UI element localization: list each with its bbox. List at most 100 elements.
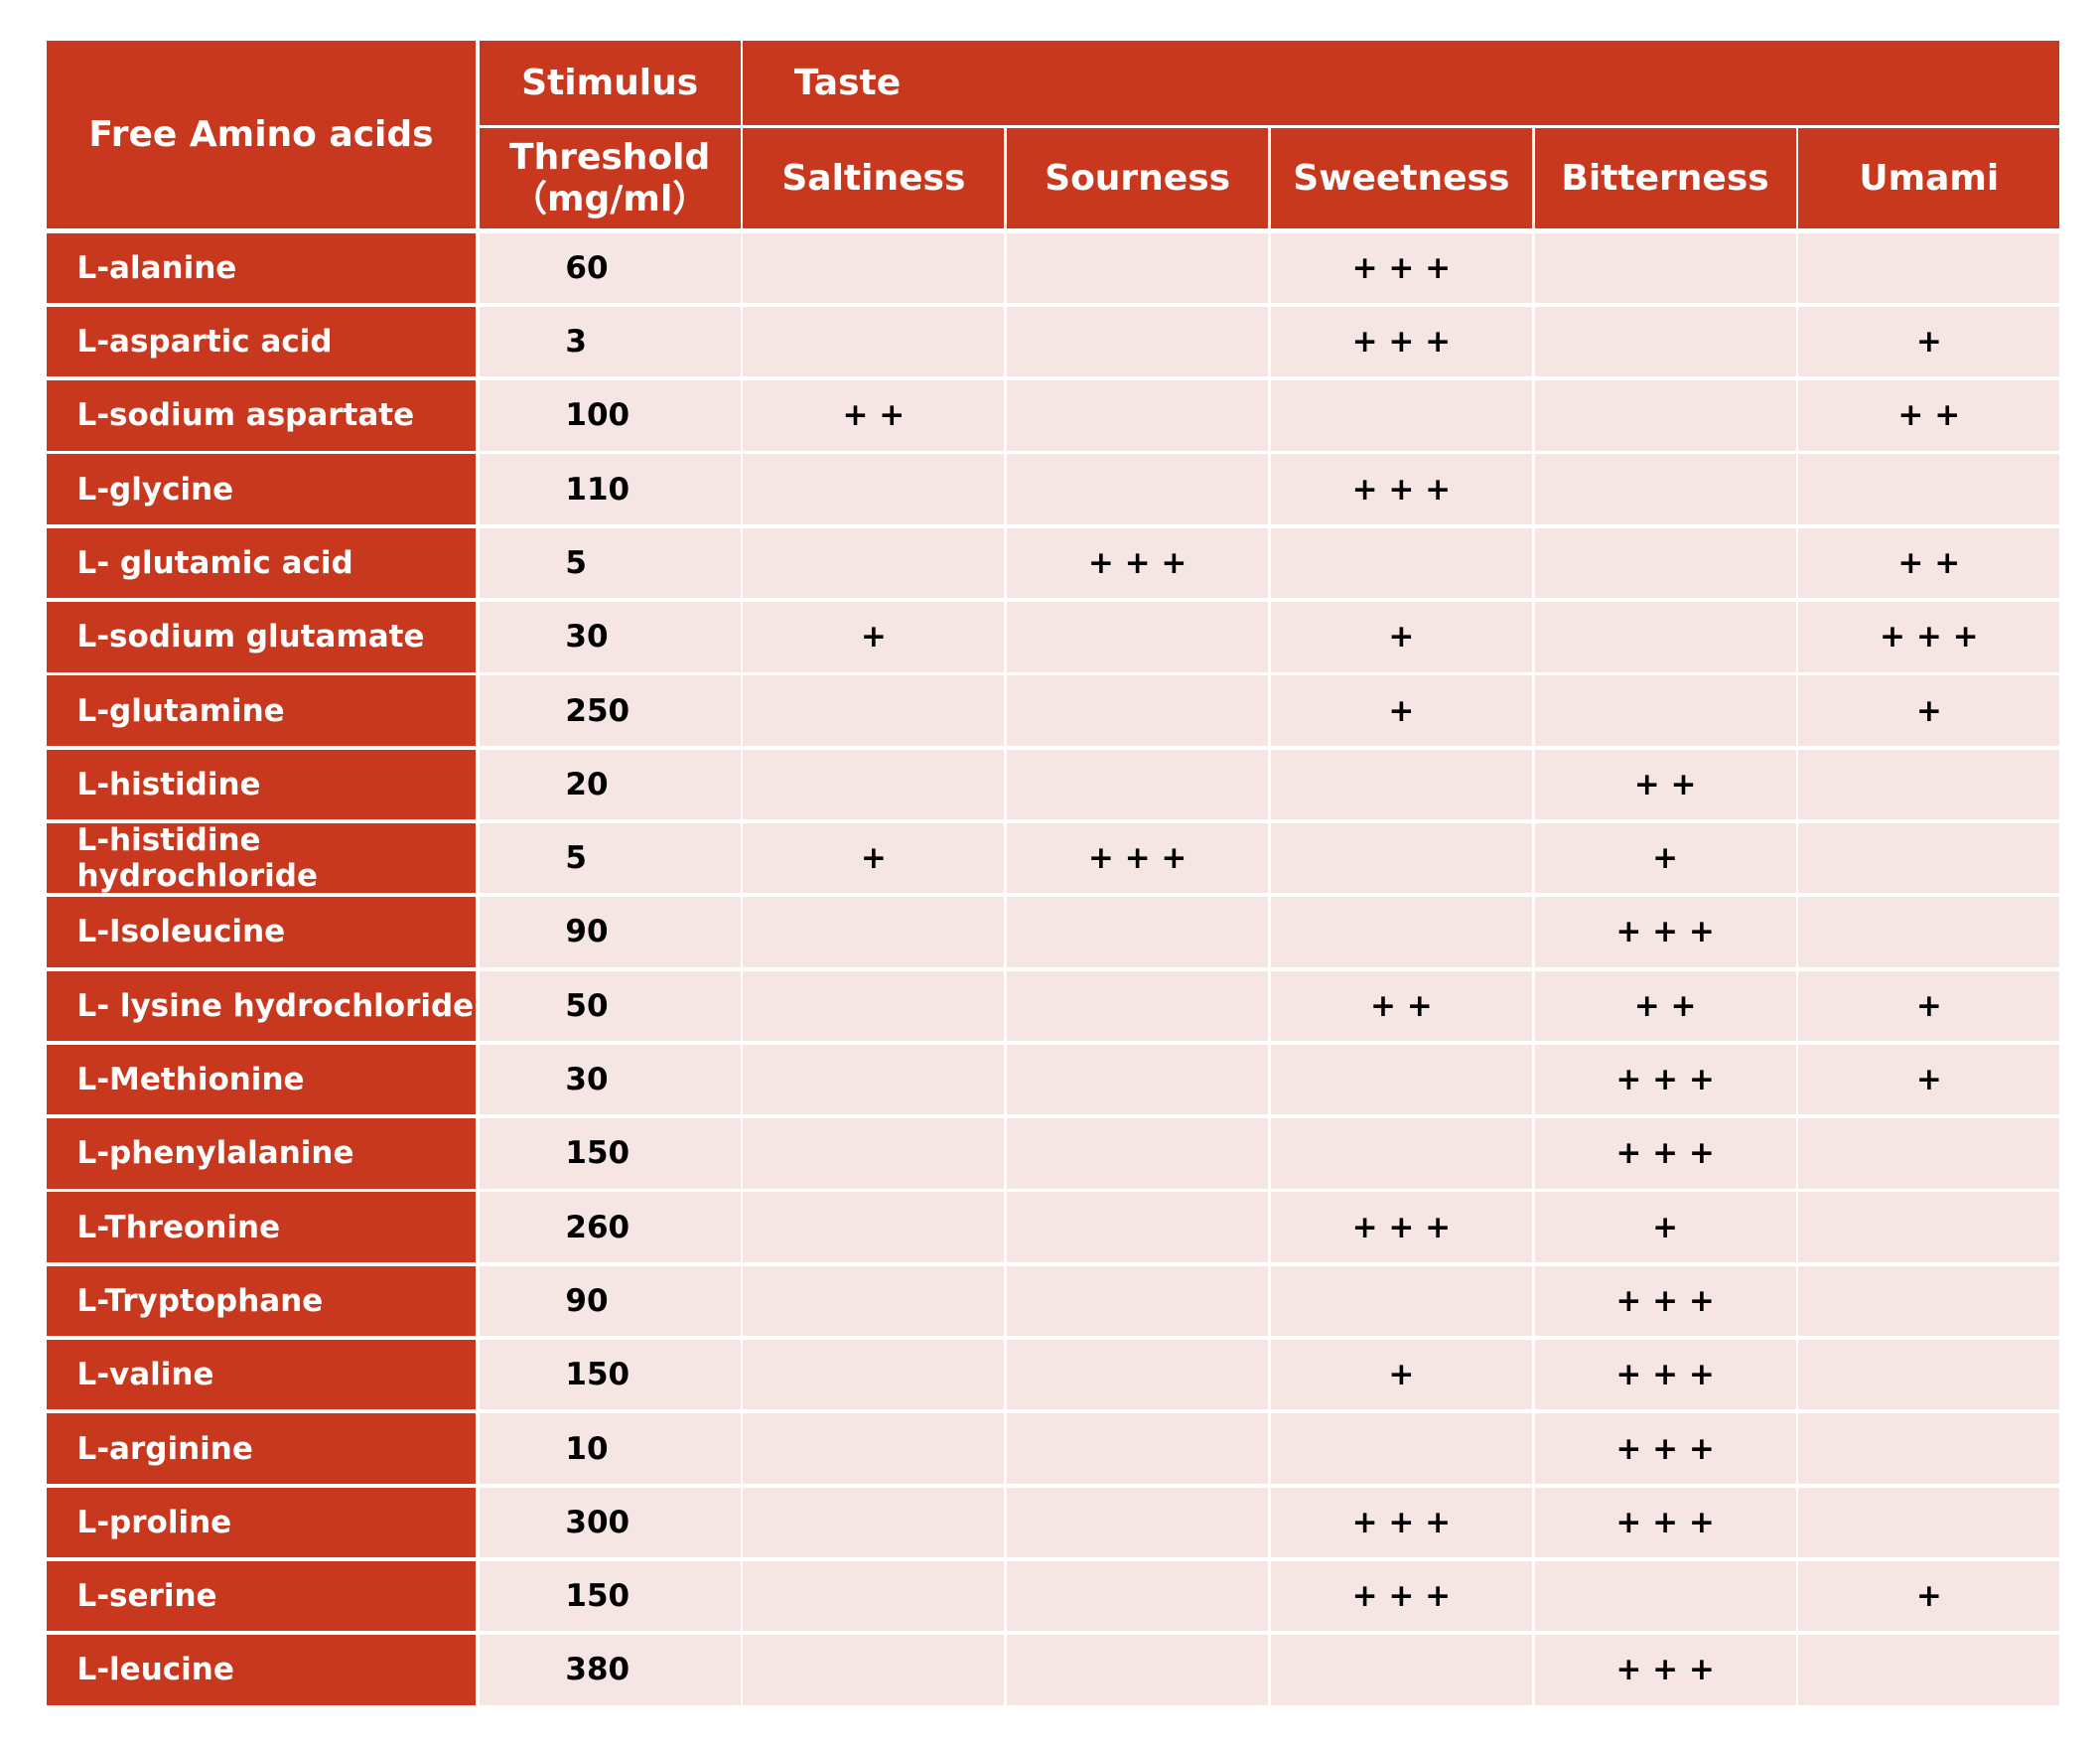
- taste-mark: +: [1915, 1578, 1942, 1615]
- data-cell: +: [1798, 675, 2060, 746]
- data-cell: [743, 1118, 1005, 1189]
- row-label: L-serine: [47, 1560, 476, 1632]
- row-label: L-Isoleucine: [47, 897, 476, 967]
- data-cell: 110: [479, 454, 741, 524]
- threshold-value: 5: [565, 840, 587, 877]
- data-cell: [1534, 602, 1796, 672]
- taste-mark: + +: [1633, 766, 1697, 802]
- data-cell: [1798, 454, 2060, 524]
- data-cell: [743, 454, 1005, 524]
- data-cell: 3: [479, 306, 741, 377]
- header-text: Stimulus: [521, 62, 699, 103]
- row-label: L-leucine: [47, 1635, 476, 1705]
- data-cell: +: [1798, 1044, 2060, 1115]
- data-cell: 10: [479, 1413, 741, 1484]
- threshold-value: 90: [565, 1282, 609, 1319]
- row-label: L-arginine: [47, 1413, 476, 1484]
- data-cell: + +: [743, 380, 1005, 451]
- data-cell: [1270, 527, 1532, 599]
- data-cell: [1798, 1192, 2060, 1262]
- taste-mark: + + +: [1615, 1357, 1715, 1393]
- threshold-value: 250: [565, 692, 630, 729]
- taste-mark: + + +: [1087, 840, 1188, 877]
- data-cell: + + +: [1270, 306, 1532, 377]
- data-cell: + +: [1534, 749, 1796, 820]
- data-cell: +: [1534, 1192, 1796, 1262]
- data-cell: [743, 232, 1005, 304]
- data-cell: [1798, 1635, 2060, 1705]
- header-cell: Stimulus: [479, 40, 741, 126]
- data-cell: [1007, 1487, 1269, 1558]
- data-cell: +: [743, 822, 1005, 894]
- data-cell: [1007, 380, 1269, 451]
- data-cell: [1007, 232, 1269, 304]
- data-cell: [1007, 897, 1269, 967]
- taste-mark: + + +: [1087, 544, 1188, 581]
- taste-mark: + + +: [1615, 1652, 1715, 1688]
- data-cell: [1007, 1635, 1269, 1705]
- threshold-value: 20: [565, 766, 609, 802]
- data-cell: [1798, 1487, 2060, 1558]
- header-text: Free Amino acids: [88, 114, 434, 156]
- amino-name: L- glutamic acid: [76, 544, 353, 581]
- data-cell: [743, 1413, 1005, 1484]
- data-cell: + +: [1798, 380, 2060, 451]
- data-cell: + + +: [1270, 454, 1532, 524]
- threshold-value: 30: [565, 1062, 609, 1098]
- taste-mark: +: [1915, 692, 1942, 729]
- taste-mark: + + +: [1351, 1209, 1452, 1245]
- data-cell: [1798, 232, 2060, 304]
- data-cell: + + +: [1270, 1487, 1532, 1558]
- amino-name: L-glutamine: [76, 692, 285, 729]
- row-label: L-glutamine: [47, 675, 476, 746]
- data-cell: [1798, 1339, 2060, 1410]
- data-cell: [1007, 1339, 1269, 1410]
- amino-name: L-valine: [76, 1357, 214, 1393]
- data-cell: +: [1798, 306, 2060, 377]
- data-cell: [1798, 1413, 2060, 1484]
- taste-mark: +: [1388, 1357, 1415, 1393]
- row-label: L-histidine: [47, 749, 476, 820]
- data-cell: [1534, 1560, 1796, 1632]
- row-label: L- glutamic acid: [47, 527, 476, 599]
- data-cell: 50: [479, 970, 741, 1041]
- taste-mark: +: [1652, 840, 1679, 877]
- row-label: L-proline: [47, 1487, 476, 1558]
- data-cell: [1270, 822, 1532, 894]
- amino-name: L-histidine hydrochloride: [76, 822, 318, 895]
- data-cell: 30: [479, 602, 741, 672]
- taste-mark: +: [1388, 619, 1415, 655]
- data-cell: [1798, 749, 2060, 820]
- taste-mark: +: [860, 840, 887, 877]
- data-cell: + + +: [1270, 1560, 1532, 1632]
- data-cell: [1534, 380, 1796, 451]
- header-text: Sweetness: [1293, 158, 1510, 200]
- data-cell: [1007, 1413, 1269, 1484]
- data-cell: [743, 1192, 1005, 1262]
- taste-mark: +: [860, 619, 887, 655]
- header-text: Bitterness: [1561, 158, 1769, 200]
- data-cell: + + +: [1007, 822, 1269, 894]
- data-cell: +: [1798, 970, 2060, 1041]
- data-cell: [1270, 380, 1532, 451]
- row-label: L-glycine: [47, 454, 476, 524]
- amino-name: L-sodium glutamate: [76, 619, 425, 655]
- taste-mark: +: [1915, 987, 1942, 1024]
- data-cell: [1270, 749, 1532, 820]
- data-cell: [1270, 1044, 1532, 1115]
- data-cell: [1534, 527, 1796, 599]
- data-cell: [1007, 1560, 1269, 1632]
- taste-mark: + + +: [1615, 1504, 1715, 1540]
- row-label: L- lysine hydrochloride: [47, 970, 476, 1041]
- data-cell: [743, 675, 1005, 746]
- data-cell: 250: [479, 675, 741, 746]
- data-cell: [743, 1487, 1005, 1558]
- header-text: （mg/ml）: [511, 178, 709, 219]
- row-label: L-phenylalanine: [47, 1118, 476, 1189]
- data-cell: [1798, 822, 2060, 894]
- data-cell: + +: [1798, 527, 2060, 599]
- data-cell: 90: [479, 1265, 741, 1337]
- threshold-value: 150: [565, 1357, 630, 1393]
- data-cell: [1270, 1118, 1532, 1189]
- data-cell: [1534, 454, 1796, 524]
